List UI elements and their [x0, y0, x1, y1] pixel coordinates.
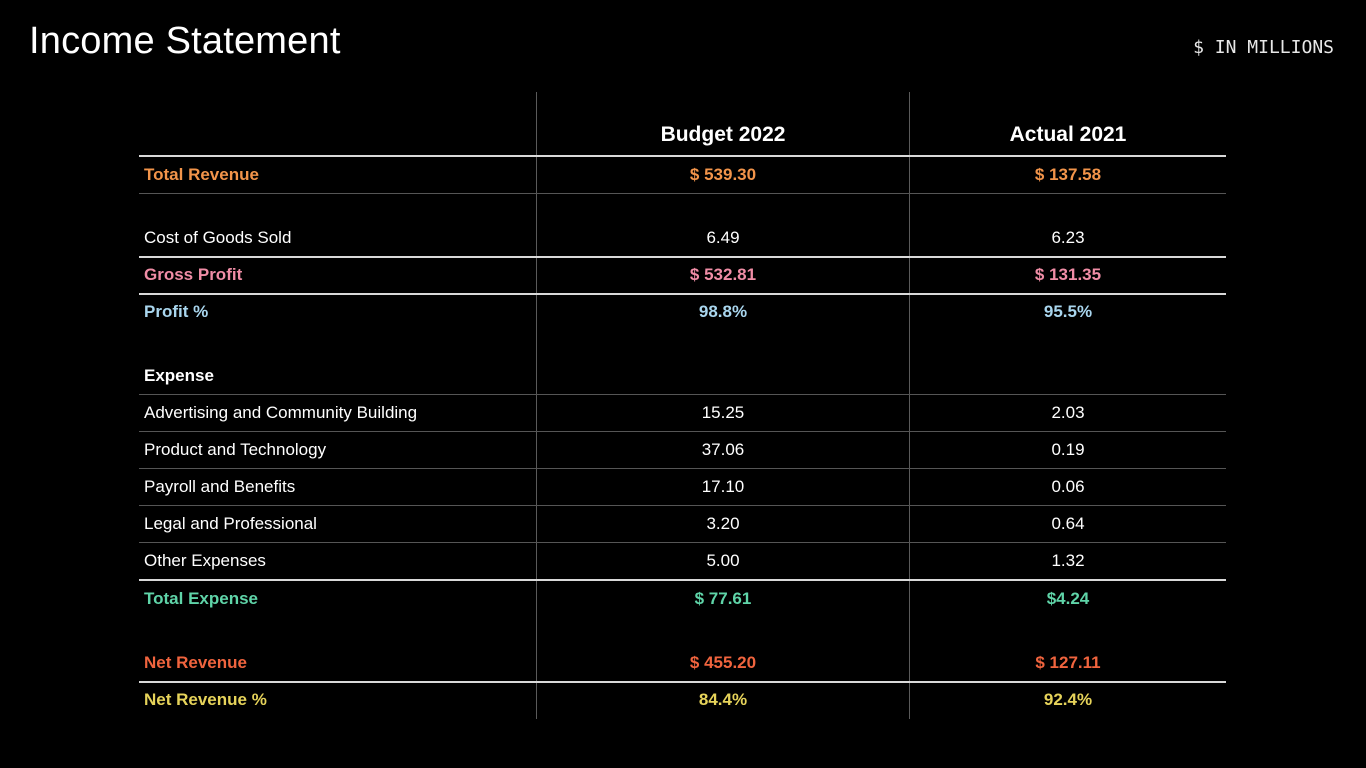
budget-2022-value: 15.25 [701, 403, 745, 422]
actual-2021-value: $ 137.58 [1034, 165, 1102, 184]
actual-2021-value: 0.64 [1051, 514, 1085, 533]
budget-2022-value: 84.4% [698, 690, 748, 709]
row-payroll-benefits: Payroll and Benefits 17.10 0.06 [139, 469, 1226, 506]
actual-2021-value [910, 384, 1226, 394]
budget-2022-value: $ 539.30 [689, 165, 757, 184]
row-label: Advertising and Community Building [144, 403, 418, 422]
actual-2021-value: 92.4% [1043, 690, 1093, 709]
budget-2022-value: 98.8% [698, 302, 748, 321]
row-total-expense: Total Expense $ 77.61 $4.24 [139, 581, 1226, 617]
actual-2021-value: $4.24 [1046, 589, 1090, 608]
budget-2022-value: $ 455.20 [689, 653, 757, 672]
actual-2021-value: 0.19 [1051, 440, 1085, 459]
row-label: Expense [144, 366, 214, 385]
row-other-expenses: Other Expenses 5.00 1.32 [139, 543, 1226, 581]
row-label: Net Revenue % [144, 690, 267, 709]
row-total-revenue: Total Revenue $ 539.30 $ 137.58 [139, 156, 1226, 194]
row-expense-heading: Expense [139, 330, 1226, 395]
budget-2022-value: 17.10 [701, 477, 745, 496]
actual-2021-value: $ 127.11 [1035, 653, 1101, 672]
budget-2022-value: 6.49 [706, 228, 740, 247]
row-label: Cost of Goods Sold [144, 228, 292, 247]
table-header-row: Budget 2022 Actual 2021 [139, 92, 1226, 157]
row-label: Legal and Professional [144, 514, 317, 533]
row-cost-of-goods-sold: Cost of Goods Sold 6.49 6.23 [139, 194, 1226, 258]
row-label: Payroll and Benefits [144, 477, 296, 496]
column-divider [536, 92, 537, 719]
row-label: Other Expenses [144, 551, 266, 570]
row-gross-profit: Gross Profit $ 532.81 $ 131.35 [139, 258, 1226, 295]
actual-2021-value: 2.03 [1051, 403, 1085, 422]
row-label: Total Expense [144, 589, 258, 608]
budget-2022-value [537, 384, 909, 394]
row-label: Product and Technology [144, 440, 327, 459]
row-label: Gross Profit [144, 265, 243, 284]
column-divider [909, 92, 910, 719]
row-profit-percent: Profit % 98.8% 95.5% [139, 295, 1226, 330]
actual-2021-value: 1.32 [1051, 551, 1085, 570]
actual-2021-value: $ 131.35 [1034, 265, 1102, 284]
budget-2022-value: $ 77.61 [694, 589, 752, 608]
budget-2022-value: 5.00 [706, 551, 740, 570]
page-title: Income Statement [29, 20, 341, 62]
units-label: $ IN MILLIONS [1193, 37, 1334, 58]
header-actual-2021: Actual 2021 [1009, 123, 1127, 146]
header-budget-2022: Budget 2022 [660, 123, 786, 146]
budget-2022-value: 3.20 [706, 514, 740, 533]
actual-2021-value: 95.5% [1043, 302, 1093, 321]
row-label: Net Revenue [144, 653, 247, 672]
row-advertising: Advertising and Community Building 15.25… [139, 395, 1226, 432]
row-label: Total Revenue [144, 165, 259, 184]
budget-2022-value: 37.06 [701, 440, 745, 459]
actual-2021-value: 0.06 [1051, 477, 1085, 496]
row-net-revenue-percent: Net Revenue % 84.4% 92.4% [139, 683, 1226, 718]
row-legal-professional: Legal and Professional 3.20 0.64 [139, 506, 1226, 543]
budget-2022-value: $ 532.81 [689, 265, 757, 284]
row-net-revenue: Net Revenue $ 455.20 $ 127.11 [139, 617, 1226, 683]
actual-2021-value: 6.23 [1051, 228, 1085, 247]
row-label: Profit % [144, 302, 209, 321]
row-product-technology: Product and Technology 37.06 0.19 [139, 432, 1226, 469]
